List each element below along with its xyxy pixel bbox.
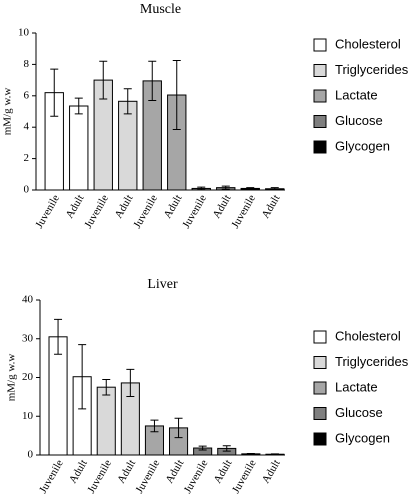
legend-label: Cholesterol [335,328,401,343]
y-tick-label: 30 [22,332,34,344]
legend-label: Triglycerides [335,354,409,369]
error-bar [123,88,132,115]
error-bar [78,344,87,410]
legend-swatch [313,64,327,77]
x-tick-label: Juvenile [182,458,211,496]
y-tick-label: 8 [24,58,30,70]
x-tick-label: Juvenile [134,458,163,496]
chart-title: Muscle [140,2,181,17]
error-bar [222,445,231,452]
y-axis-label: mM/g w.w [2,88,14,136]
error-bar [150,419,159,433]
legend-swatch [313,356,327,369]
x-tick-label: Juvenile [229,193,258,231]
chart-title: Liver [147,277,178,292]
error-bar [246,187,255,190]
error-bar [102,378,111,396]
legend-swatch [313,330,327,344]
bar [96,386,116,456]
legend-swatch [313,89,327,103]
x-tick-label: Adult [211,193,234,221]
legend-swatch [313,432,327,446]
error-bar [172,59,181,131]
legend-label: Lactate [335,87,378,102]
error-bar [50,68,59,117]
legend-label: Glycogen [335,430,390,445]
y-tick-label: 0 [24,184,30,196]
y-tick-label: 40 [22,294,34,306]
legend-label: Glucose [335,113,383,128]
legend-swatch [313,38,327,52]
y-tick-label: 2 [24,152,30,164]
error-bar [126,368,135,397]
bar [118,100,138,191]
x-tick-label: Adult [260,193,283,221]
legend-label: Glycogen [335,138,390,153]
x-tick-label: Adult [113,193,136,221]
x-tick-label: Adult [67,458,90,486]
legend-swatch [313,140,327,154]
legend-swatch [313,407,327,420]
x-tick-label: Juvenile [180,193,209,231]
x-tick-label: Juvenile [131,193,160,231]
x-tick-label: Adult [163,458,186,486]
x-tick-label: Juvenile [33,193,62,231]
y-tick-label: 10 [22,410,34,422]
error-bar [174,417,183,439]
legend-label: Glucose [335,405,383,420]
error-bar [54,318,63,355]
legend-label: Lactate [335,379,378,394]
error-bar [246,452,255,455]
error-bar [197,186,206,191]
error-bar [221,185,230,190]
x-tick-label: Juvenile [230,458,259,496]
error-bar [270,187,279,191]
error-bar [99,60,108,100]
legend-swatch [313,381,327,395]
x-tick-label: Adult [260,458,283,486]
y-tick-label: 20 [22,371,34,383]
x-tick-label: Juvenile [82,193,111,231]
error-bar [270,453,279,456]
legend-label: Triglycerides [335,62,409,77]
bar [69,105,89,191]
x-tick-label: Adult [212,458,235,486]
legend-label: Cholesterol [335,36,401,51]
legend-swatch [313,115,327,128]
y-tick-label: 10 [18,27,30,39]
x-tick-label: Juvenile [37,458,66,496]
x-tick-label: Adult [64,193,87,221]
x-tick-label: Juvenile [85,458,114,496]
y-tick-label: 4 [24,121,30,133]
x-tick-label: Adult [162,193,185,221]
error-bar [148,60,157,102]
error-bar [198,445,207,451]
y-axis-label: mM/g w.w [6,354,18,402]
y-tick-label: 6 [24,89,30,101]
y-tick-label: 0 [28,449,34,461]
x-tick-label: Adult [115,458,138,486]
error-bar [74,97,83,115]
